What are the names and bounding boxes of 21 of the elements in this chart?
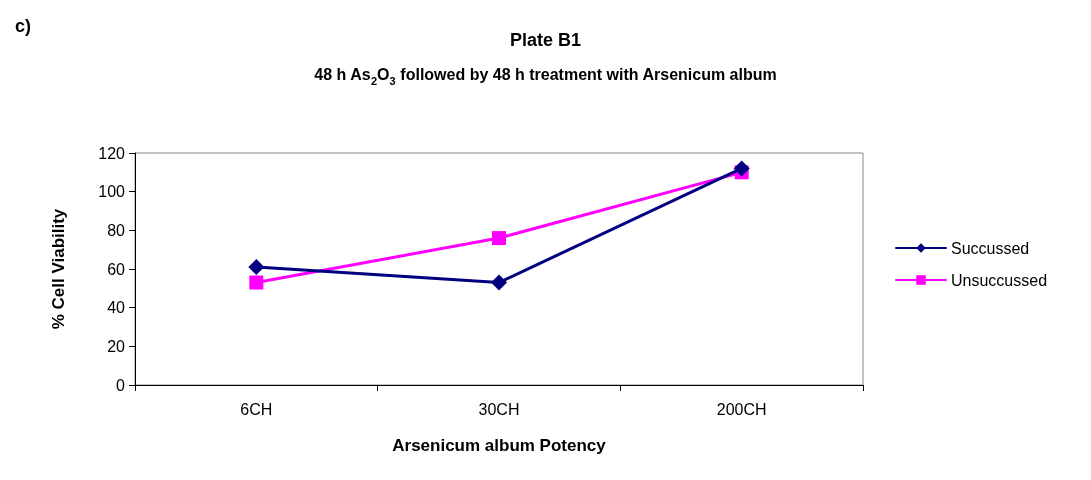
- point: [492, 231, 506, 246]
- y-tick-label: 60: [107, 260, 126, 278]
- y-tick-label: 40: [107, 299, 126, 317]
- point: [248, 259, 265, 276]
- y-axis-title: % Cell Viability: [49, 208, 68, 330]
- x-tick-label: 200CH: [716, 400, 767, 418]
- point: [491, 274, 507, 291]
- legend-label: Unsuccussed: [951, 271, 1048, 289]
- x-tick-label: 6CH: [240, 400, 273, 418]
- legend-label: Succussed: [951, 239, 1030, 257]
- point: [733, 160, 750, 177]
- chart-title: Plate B1: [509, 30, 582, 50]
- y-tick-label: 20: [107, 337, 126, 355]
- x-tick-label: 30CH: [478, 400, 520, 418]
- y-tick-label: 0: [116, 376, 126, 394]
- text: c): [15, 16, 32, 36]
- y-tick-label: 100: [98, 183, 126, 201]
- point: [249, 275, 264, 290]
- x-axis-title: Arsenicum album Potency: [392, 436, 607, 455]
- y-tick-label: 80: [107, 221, 126, 239]
- y-tick-label: 120: [98, 144, 126, 162]
